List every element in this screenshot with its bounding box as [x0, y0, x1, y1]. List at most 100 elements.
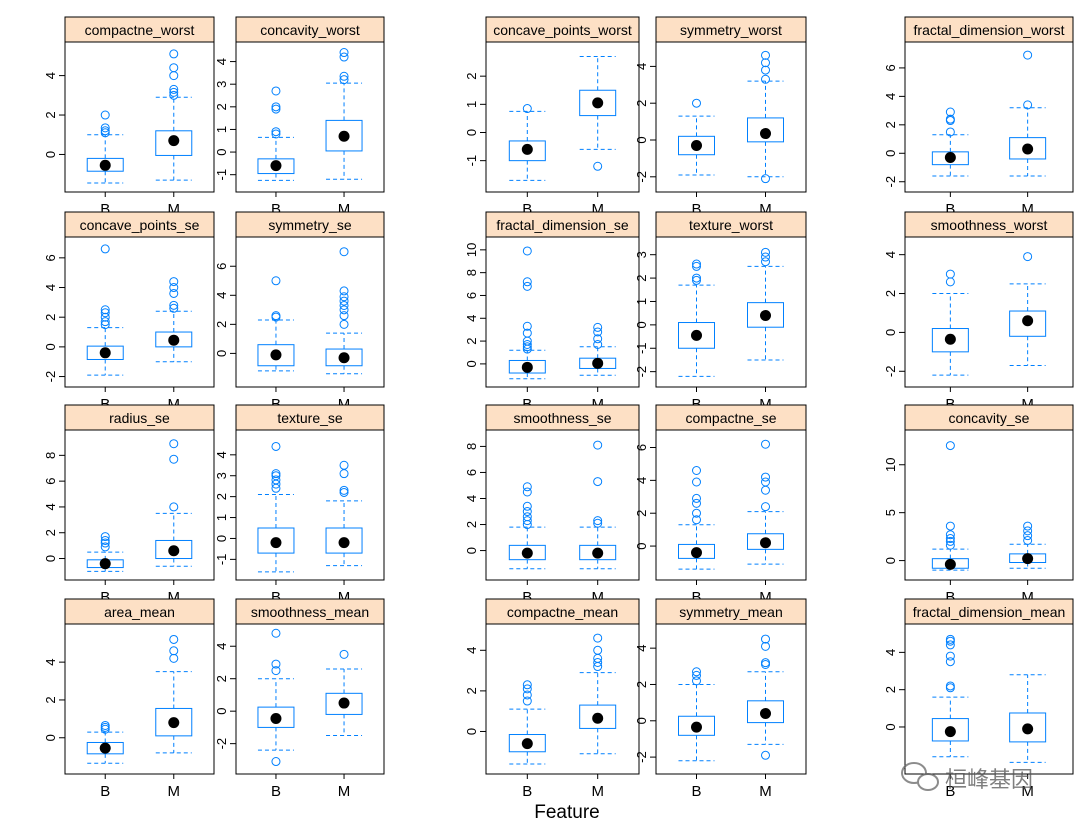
outlier-point [522, 507, 532, 517]
box-B [508, 482, 546, 570]
outlier-point [761, 472, 770, 482]
y-tick-label: 2 [883, 290, 898, 297]
panel-title: fractal_dimension_se [496, 217, 629, 233]
median-point [521, 361, 533, 373]
panel-strip [64, 598, 215, 625]
box-B [86, 532, 124, 572]
y-tick-label: -2 [634, 751, 649, 763]
panel-fractal_dimension_se: fractal_dimension_se0246810BM [464, 211, 640, 413]
y-tick-label: 0 [634, 136, 649, 143]
outlier-point [593, 440, 603, 450]
x-category-label: M [338, 783, 351, 800]
outlier-point [169, 288, 179, 298]
median-point [760, 537, 771, 549]
outlier-point [100, 542, 110, 552]
y-tick-label: 4 [883, 649, 898, 656]
outlier-point [593, 477, 603, 487]
y-tick-label: 0 [214, 535, 229, 542]
panel-frame [64, 429, 215, 581]
outlier-point [169, 90, 179, 100]
panel-title: compactne_mean [507, 604, 618, 620]
y-tick-label: 2 [43, 314, 58, 321]
outlier-point [169, 502, 179, 512]
outlier-point [692, 98, 701, 108]
median-point [592, 547, 604, 559]
outlier-point [692, 676, 701, 686]
panel-strip [64, 16, 215, 43]
box-B [678, 98, 715, 176]
outlier-point [761, 658, 770, 668]
outlier-point [522, 684, 532, 694]
y-tick-label: 0 [43, 555, 58, 562]
panel-title: compactne_se [685, 410, 776, 426]
y-tick-label: 2 [883, 121, 898, 128]
panel-area_mean: area_mean 0 2 4 B M [43, 598, 215, 800]
box-M [1009, 50, 1047, 177]
watermark: 桓峰基因 [901, 762, 1033, 793]
y-tick-label: 4 [43, 284, 58, 291]
y-tick-label: 3 [634, 251, 649, 258]
box-B [257, 628, 295, 767]
outlier-point [522, 321, 532, 331]
outlier-point [522, 512, 532, 522]
panel-frame [64, 236, 215, 388]
box-B [931, 634, 969, 758]
y-tick-label: 2 [634, 510, 649, 517]
panel-strip [655, 404, 807, 431]
outlier-point [761, 257, 770, 267]
outlier-point [1023, 252, 1033, 262]
outlier-point [945, 640, 955, 650]
outlier-point [761, 65, 770, 75]
x-category-label: B [100, 589, 110, 606]
box-M [325, 460, 363, 567]
box-M [747, 247, 784, 361]
y-tick-label: 0 [634, 717, 649, 724]
x-category-label: B [691, 201, 701, 218]
median-point [691, 547, 702, 559]
outlier-point [761, 252, 770, 262]
panel-title: concavity_worst [260, 22, 360, 38]
y-tick-label: 4 [464, 495, 479, 502]
panel-title: texture_worst [689, 217, 773, 233]
panel-frame [655, 623, 807, 775]
outlier-point [593, 516, 603, 526]
y-tick-label: 0 [464, 728, 479, 735]
box-B [86, 110, 124, 184]
box-B [508, 104, 546, 181]
box-B [678, 466, 715, 570]
panel-title: symmetry_se [268, 217, 351, 233]
outlier-point [522, 690, 532, 700]
y-tick-label: 0 [464, 129, 479, 136]
panel-strip [64, 211, 215, 238]
outlier-point [945, 521, 955, 531]
outlier-point [100, 305, 110, 315]
box-M [747, 634, 784, 760]
outlier-point [761, 50, 770, 60]
outlier-point [522, 342, 532, 352]
outlier-point [339, 52, 349, 62]
y-tick-label: 0 [634, 321, 649, 328]
outlier-point [761, 634, 770, 644]
y-tick-label: 5 [883, 509, 898, 516]
outlier-point [339, 71, 349, 81]
y-tick-label: 2 [634, 274, 649, 281]
outlier-point [761, 502, 770, 512]
box-M [579, 440, 617, 570]
panel-title: area_mean [104, 604, 175, 620]
y-tick-label: 0 [883, 329, 898, 336]
outlier-point [593, 322, 603, 332]
y-tick-label: 0 [214, 708, 229, 715]
outlier-point [271, 276, 281, 286]
panel-title: texture_se [277, 410, 343, 426]
y-tick-label: -2 [634, 171, 649, 183]
outlier-point [593, 334, 603, 344]
outlier-point [761, 74, 770, 84]
outlier-point [692, 498, 701, 508]
outlier-point [271, 471, 281, 481]
outlier-point [339, 75, 349, 85]
outlier-point [945, 107, 955, 117]
y-tick-label: 0 [464, 547, 479, 554]
panel-symmetry_mean: symmetry_mean -2 0 2 4 B M [634, 598, 807, 800]
